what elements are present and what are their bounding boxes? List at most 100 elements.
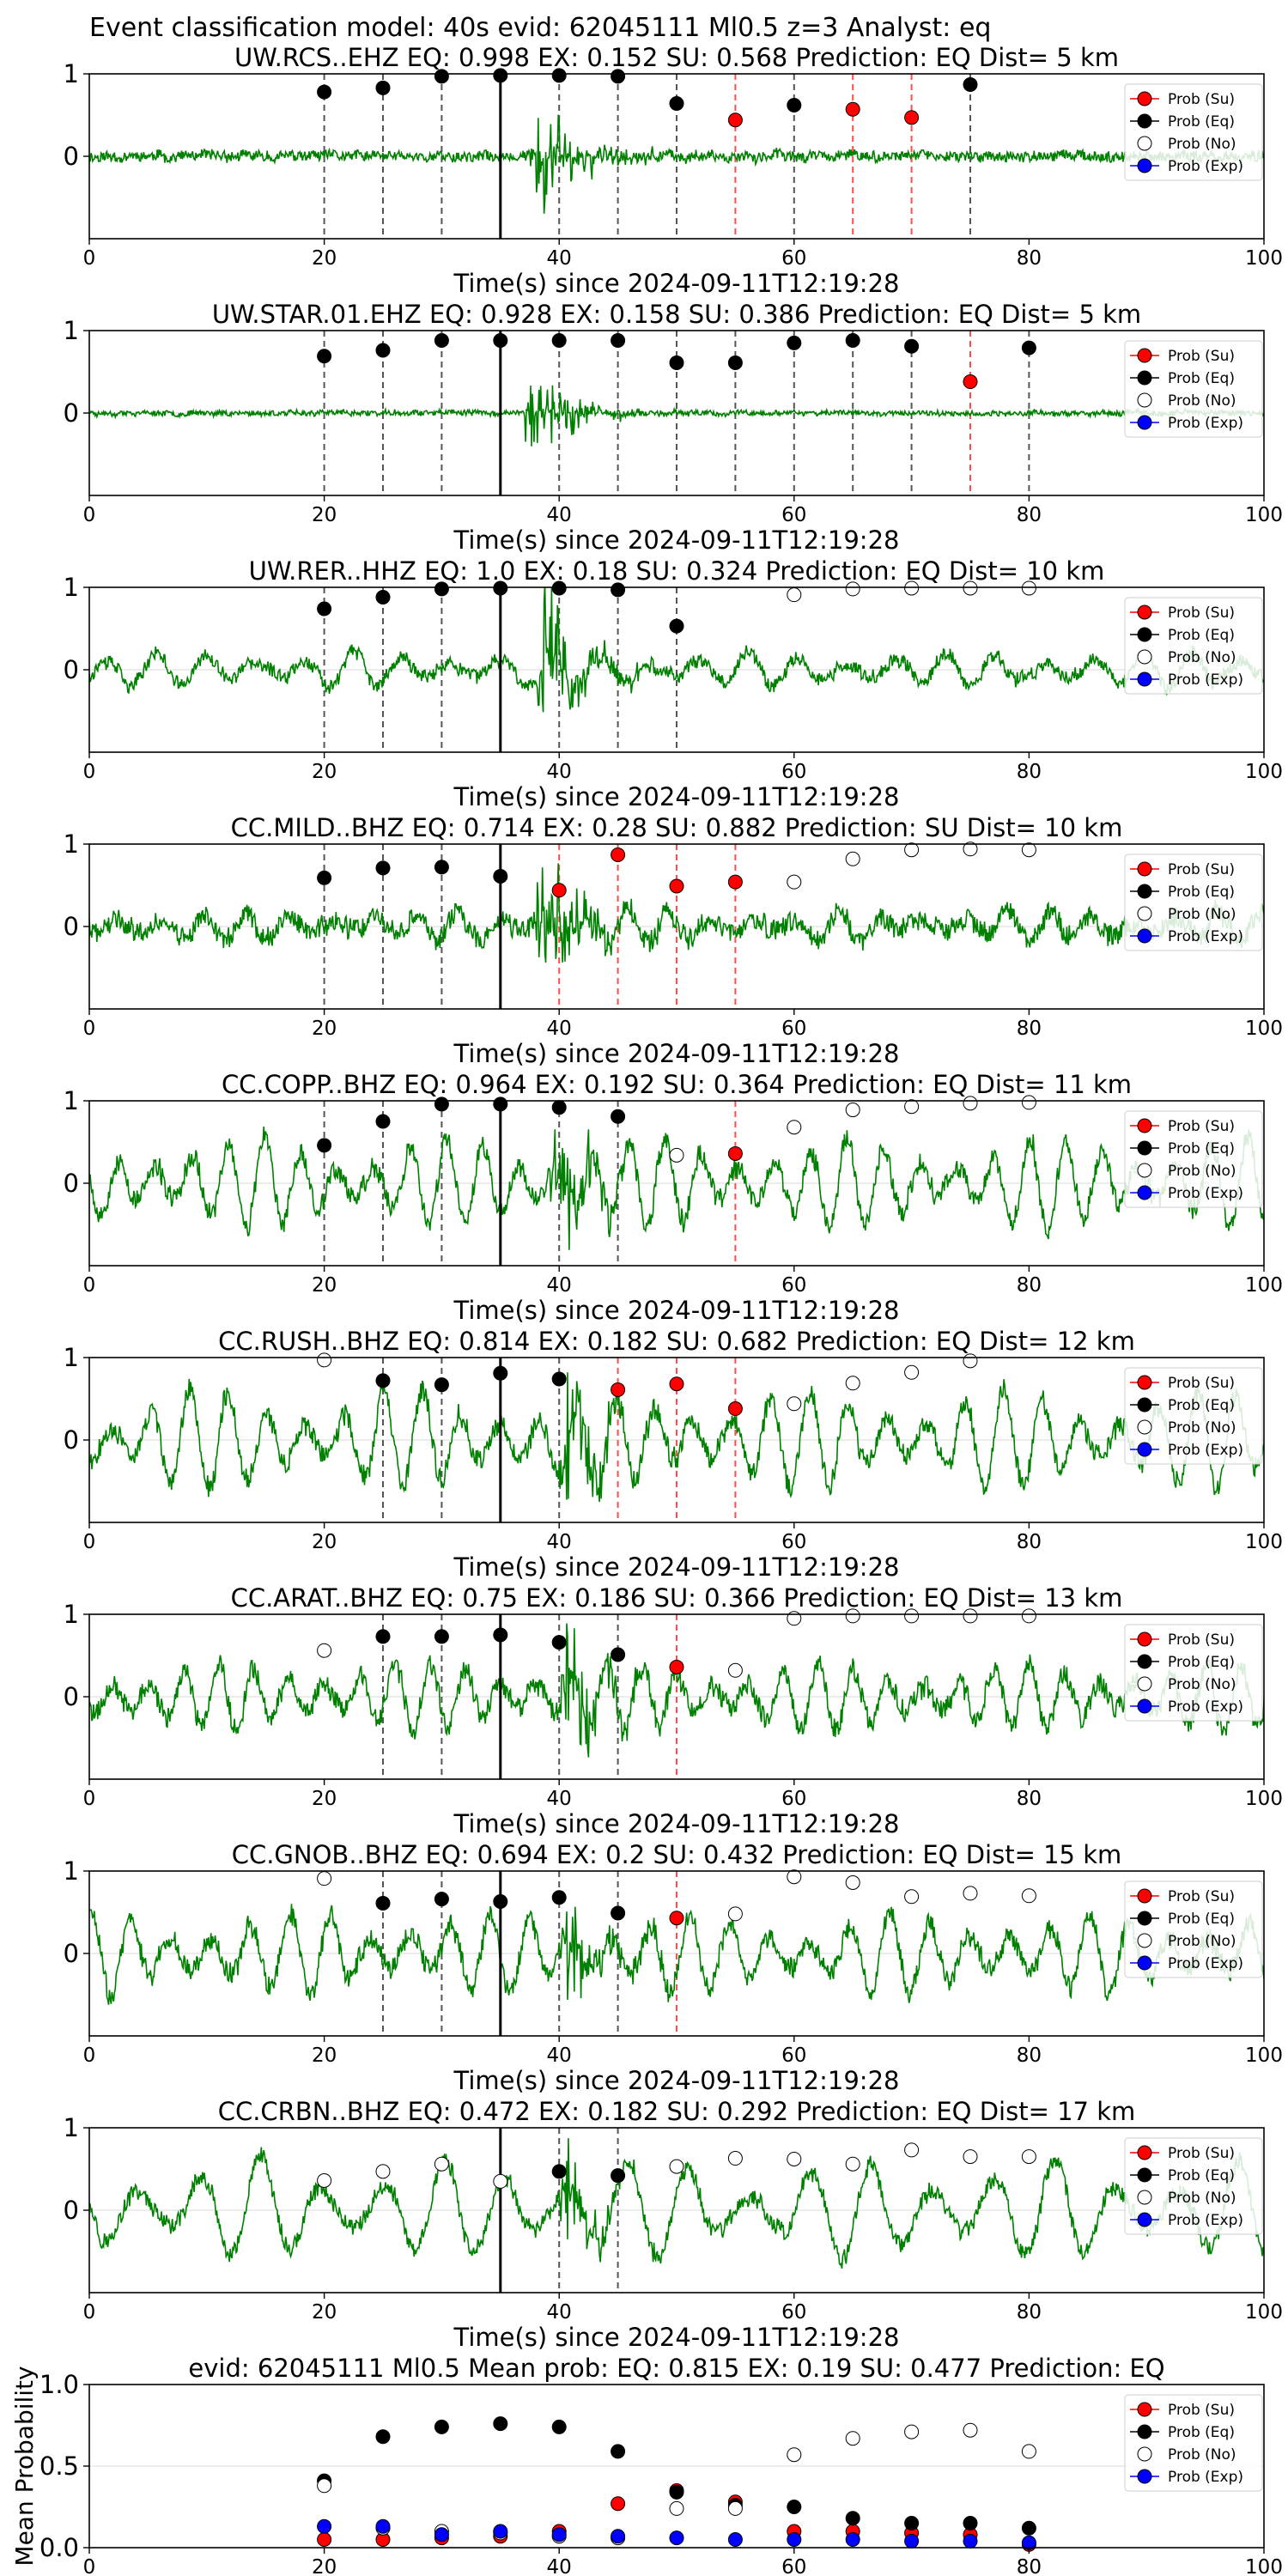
prob-point-no [963,841,978,857]
legend-label: Prob (Eq) [1168,1140,1235,1157]
x-tick-label: 20 [312,2556,337,2576]
legend-marker-exp [1137,158,1152,173]
y-tick-label: 0 [64,2196,79,2225]
x-tick-label: 40 [547,504,572,526]
legend-box [1124,2137,1263,2235]
mean-point-no [787,2447,802,2463]
prob-point-su [669,1376,684,1392]
legend-label: Prob (Exp) [1168,2212,1243,2229]
legend-marker-no [1137,1419,1152,1435]
panel-title: CC.MILD..BHZ EQ: 0.714 EX: 0.28 SU: 0.88… [231,813,1123,842]
legend-marker-eq [1137,884,1152,899]
legend-marker-eq [1137,113,1152,129]
legend-label: Prob (Exp) [1168,1698,1243,1716]
prob-point-no [1021,580,1036,596]
legend-box [1124,597,1263,695]
legend-label: Prob (No) [1168,906,1236,923]
prob-point-eq [317,349,332,364]
y-tick-label: 1 [64,1600,79,1629]
panel-title: evid: 62045111 Ml0.5 Mean prob: EQ: 0.81… [188,2354,1164,2383]
x-axis-label: Time(s) since 2024-09-11T12:19:28 [453,269,900,298]
x-tick-label: 0 [83,247,96,270]
prob-point-eq [611,1109,626,1124]
prob-point-eq [611,333,626,349]
legend-marker-no [1137,906,1152,921]
panel-5: CC.COPP..BHZ EQ: 0.964 EX: 0.192 SU: 0.3… [64,1070,1283,1325]
legend-marker-su [1137,2145,1152,2160]
legend-marker-exp [1137,1955,1152,1971]
mean-point-exp [963,2533,978,2549]
legend-label: Prob (Exp) [1168,1442,1243,1459]
prob-point-no [963,580,978,596]
x-tick-label: 20 [312,761,337,783]
prob-point-su [904,110,920,125]
panel-2: UW.STAR.01.EHZ EQ: 0.928 EX: 0.158 SU: 0… [64,300,1283,555]
mean-point-eq [904,2516,920,2530]
prob-point-no [1021,1888,1036,1904]
legend-label: Prob (No) [1168,649,1236,666]
x-tick-label: 40 [547,2556,572,2576]
x-tick-label: 40 [547,1274,572,1297]
legend-marker-no [1137,1676,1152,1692]
prob-point-no [1021,1095,1036,1110]
panel-title: CC.GNOB..BHZ EQ: 0.694 EX: 0.2 SU: 0.432… [232,1840,1122,1869]
prob-point-su [727,112,743,128]
mean-point-eq [551,2419,567,2434]
x-tick-label: 20 [312,1274,337,1297]
prob-point-no [845,581,860,597]
x-axis-label: Time(s) since 2024-09-11T12:19:28 [453,526,900,555]
legend-marker-no [1137,1933,1152,1948]
prob-point-no [787,587,802,603]
x-tick-label: 60 [781,247,806,270]
panel-title: CC.RUSH..BHZ EQ: 0.814 EX: 0.182 SU: 0.6… [218,1327,1135,1356]
station-panels: UW.RCS..EHZ EQ: 0.998 EX: 0.152 SU: 0.56… [10,43,1283,2576]
x-tick-label: 0 [83,1018,96,1040]
y-tick-label: 0.5 [39,2451,79,2481]
waveform-trace [89,114,1264,214]
legend-label: Prob (Su) [1168,1888,1235,1905]
prob-point-eq [787,335,802,350]
legend-label: Prob (No) [1168,1676,1236,1693]
prob-point-eq [1021,340,1036,355]
legend-label: Prob (Eq) [1168,1654,1235,1671]
y-tick-label: 0 [64,912,79,941]
legend-label: Prob (Su) [1168,91,1235,108]
legend-label: Prob (Exp) [1168,1185,1243,1202]
mean-point-eq [493,2416,508,2432]
prob-point-eq [434,860,449,875]
prob-point-no [904,842,920,858]
panel-9: CC.CRBN..BHZ EQ: 0.472 EX: 0.182 SU: 0.2… [64,2097,1283,2352]
x-tick-label: 0 [83,504,96,526]
prob-point-no [1021,1608,1036,1624]
mean-point-su [317,2532,332,2547]
prob-point-no [845,1608,860,1624]
legend-marker-eq [1137,2424,1152,2439]
panel-10: evid: 62045111 Ml0.5 Mean prob: EQ: 0.81… [10,2354,1283,2576]
mean-point-eq [669,2484,684,2500]
x-tick-label: 100 [1245,2556,1283,2576]
waveform-trace [89,1904,1264,2005]
prob-point-no [1021,842,1036,858]
legend-box [1124,2394,1263,2492]
prob-point-eq [611,582,626,598]
prob-point-eq [375,590,391,605]
prob-point-eq [317,601,332,617]
prob-point-su [727,874,743,890]
x-tick-label: 0 [83,1274,96,1297]
legend-box [1124,1624,1263,1722]
legend-label: Prob (Su) [1168,348,1235,365]
x-tick-label: 40 [547,1018,572,1040]
legend-box [1124,854,1263,951]
x-tick-label: 40 [547,2044,572,2067]
x-tick-label: 60 [781,1274,806,1297]
prob-point-no [787,1869,802,1885]
y-tick-label: 1 [64,573,79,602]
y-tick-label: 1 [64,829,79,859]
x-tick-label: 20 [312,504,337,526]
x-tick-label: 20 [312,2044,337,2067]
legend-marker-eq [1137,1654,1152,1669]
x-tick-label: 80 [1017,1788,1042,1810]
legend-label: Prob (Eq) [1168,1397,1235,1414]
x-tick-label: 100 [1245,761,1283,783]
x-tick-label: 80 [1017,1274,1042,1297]
